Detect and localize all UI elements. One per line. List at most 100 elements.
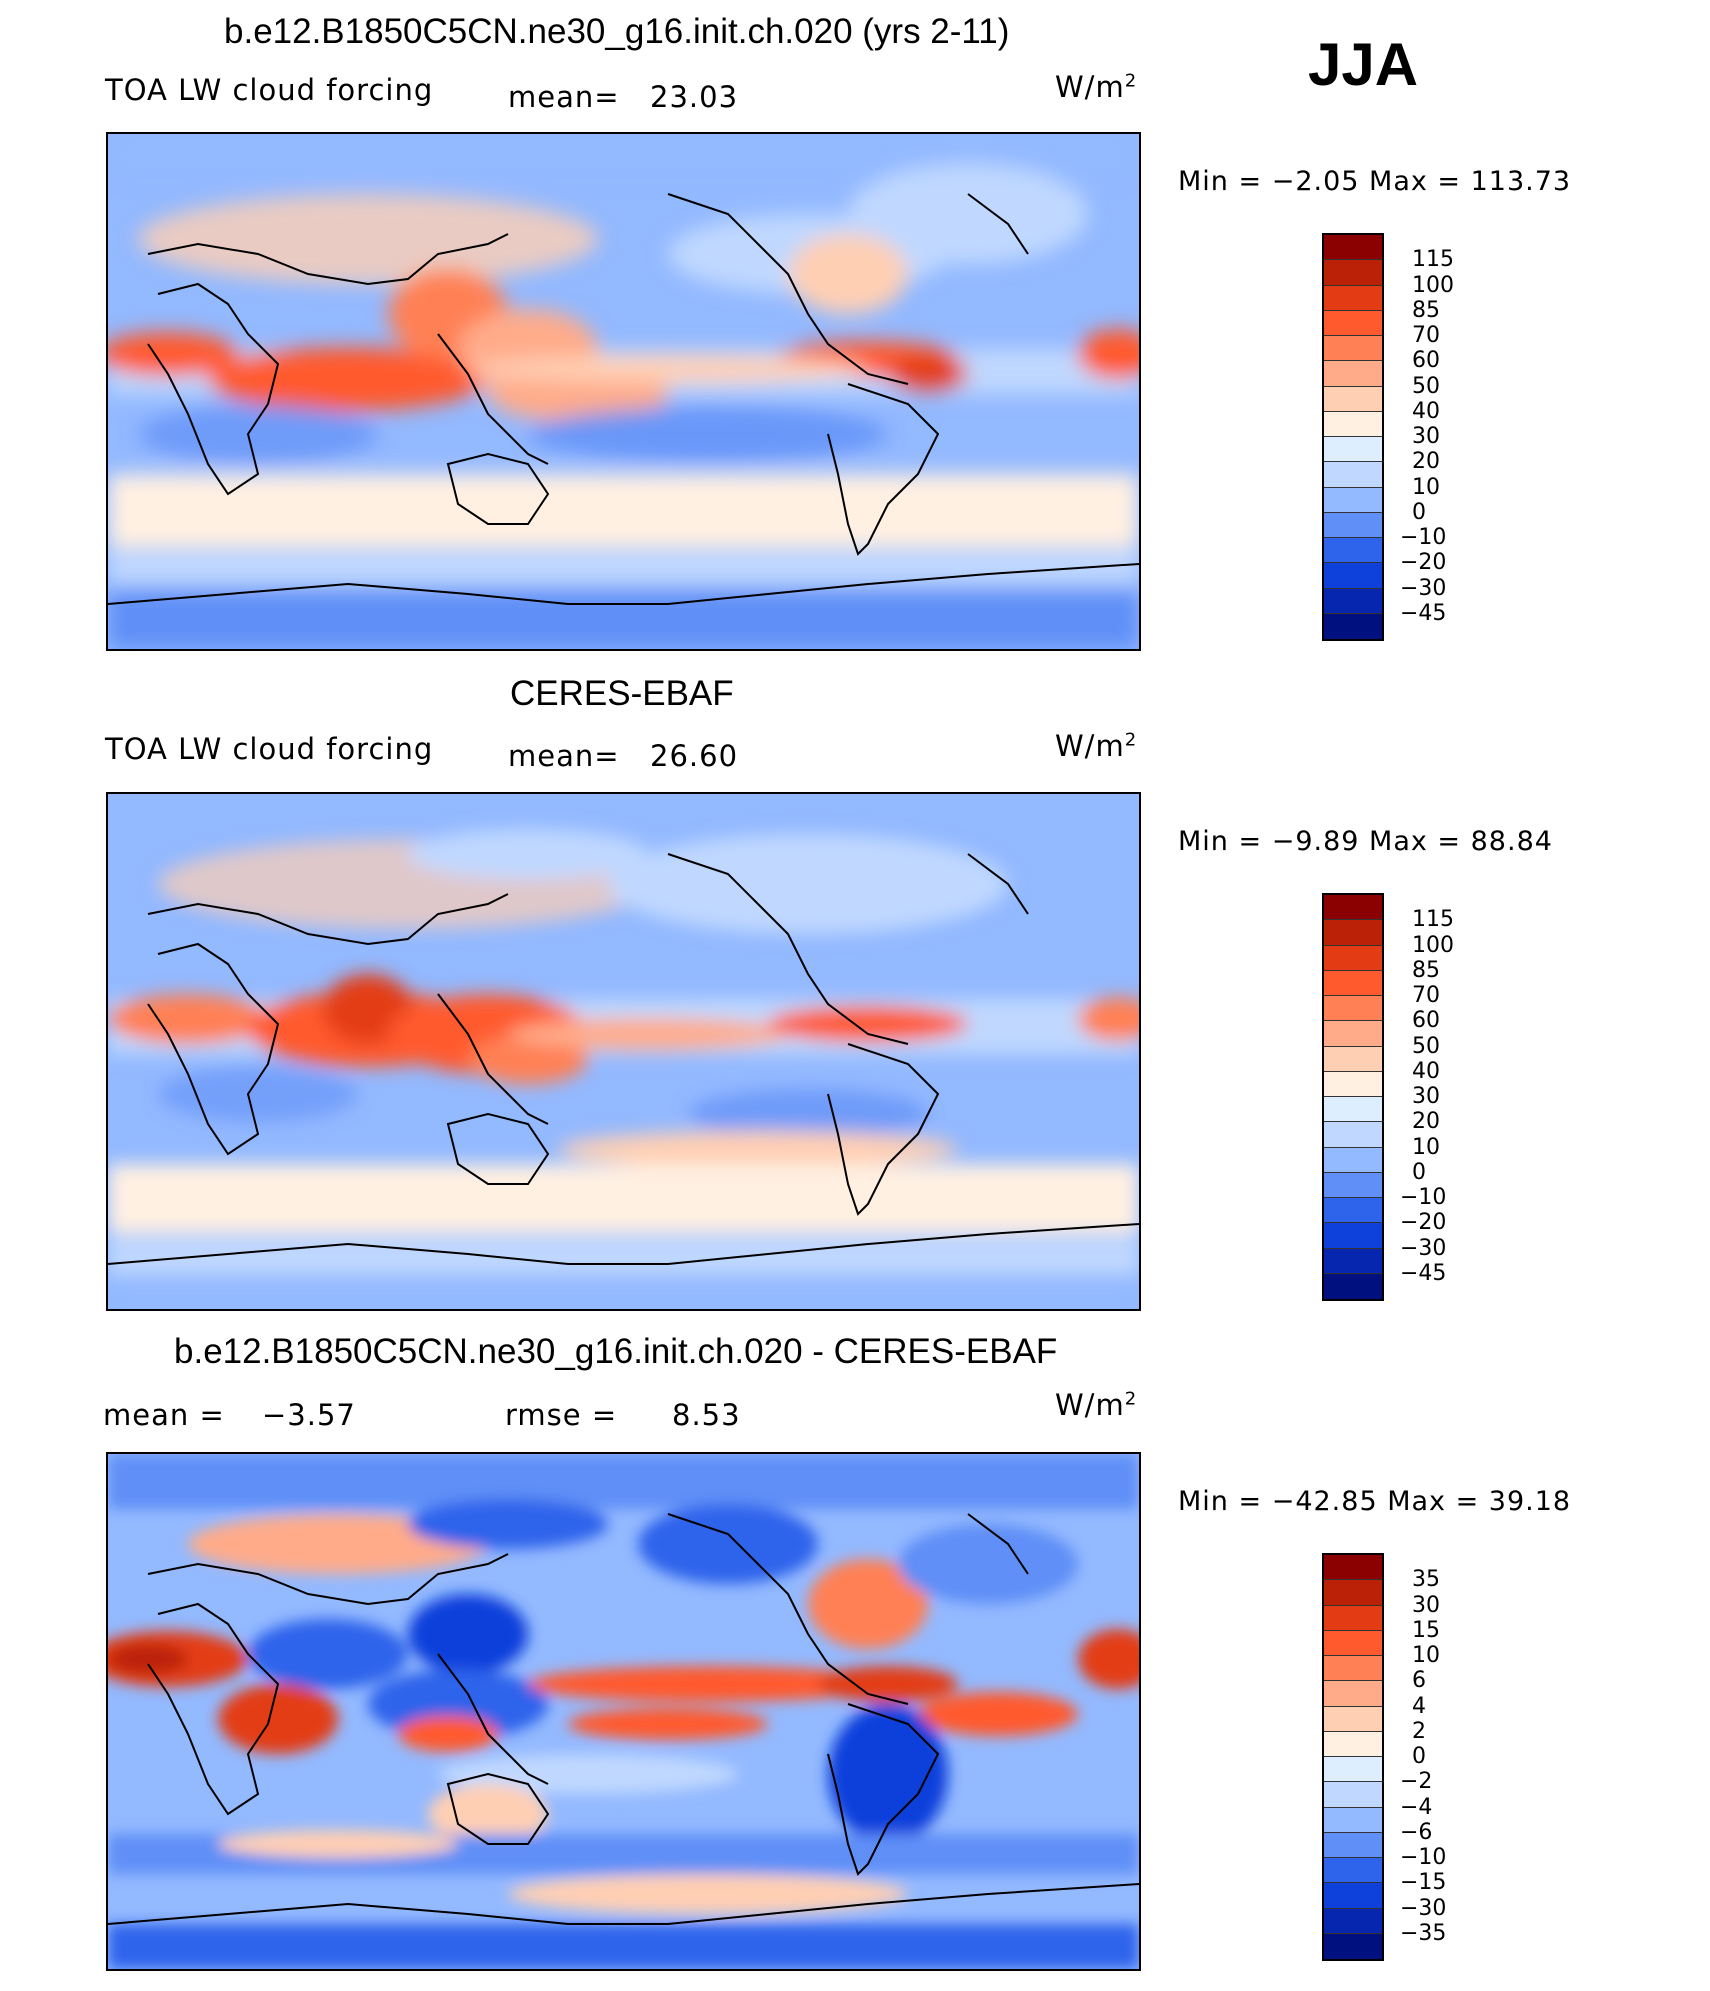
panel2-colorbar (1322, 893, 1384, 1301)
colorbar-tick-label: −30 (1400, 1235, 1447, 1261)
panel1-units: W/m2 (1055, 70, 1138, 104)
colorbar-swatch (1324, 1832, 1382, 1858)
colorbar-tick-label: −10 (1400, 1185, 1447, 1210)
panel3-rmse-value: 8.53 (672, 1398, 741, 1432)
colorbar-tick-label: 30 (1412, 1592, 1440, 1618)
colorbar-tick-label: 85 (1412, 297, 1440, 323)
colorbar-tick-label: 115 (1412, 247, 1454, 273)
colorbar-swatch (1324, 895, 1382, 921)
colorbar-tick-label: −10 (1400, 1845, 1447, 1870)
colorbar-swatch (1324, 1731, 1382, 1757)
colorbar-swatch (1324, 1807, 1382, 1833)
colorbar-swatch (1324, 361, 1382, 387)
colorbar-swatch (1324, 1555, 1382, 1581)
colorbar-tick-label: −4 (1400, 1794, 1433, 1820)
panel3-mean-value: −3.57 (262, 1398, 356, 1432)
colorbar-swatch (1324, 411, 1382, 437)
colorbar-swatch (1324, 1933, 1382, 1959)
colorbar-swatch (1324, 1782, 1382, 1808)
colorbar-tick-label: 40 (1412, 398, 1440, 424)
colorbar-tick-label: 60 (1412, 1008, 1440, 1034)
colorbar-swatch (1324, 1021, 1382, 1047)
panel3-title: b.e12.B1850C5CN.ne30_g16.init.ch.020 - C… (174, 1332, 1058, 1371)
colorbar-swatch (1324, 1071, 1382, 1097)
colorbar-tick-label: 15 (1412, 1617, 1440, 1643)
colorbar-swatch (1324, 538, 1382, 564)
colorbar-swatch (1324, 487, 1382, 513)
colorbar-tick-label: −20 (1400, 550, 1447, 576)
colorbar-tick-label: −45 (1400, 1260, 1447, 1286)
panel1-minmax: Min = −2.05 Max = 113.73 (1178, 166, 1572, 197)
colorbar-swatch (1324, 1248, 1382, 1274)
colorbar-tick-label: 4 (1412, 1693, 1426, 1719)
panel2-mean-label: mean= (508, 739, 620, 773)
colorbar-tick-label: 85 (1412, 957, 1440, 983)
colorbar-tick-label: 30 (1412, 1084, 1440, 1109)
panel1-colorbar (1322, 233, 1384, 641)
colorbar-tick-label: 2 (1412, 1718, 1426, 1744)
panel2-mean-value: 26.60 (650, 739, 739, 773)
panel2-variable-label: TOA LW cloud forcing (105, 732, 434, 766)
panel2-units: W/m2 (1055, 729, 1138, 763)
panel1-mean-label: mean= (508, 80, 620, 114)
colorbar-swatch (1324, 1630, 1382, 1656)
colorbar-tick-label: 0 (1412, 1744, 1426, 1769)
colorbar-tick-label: −30 (1400, 575, 1447, 601)
panel3-mean-label: mean = (103, 1398, 225, 1432)
colorbar-swatch (1324, 1046, 1382, 1072)
colorbar-swatch (1324, 920, 1382, 946)
panel1-title: b.e12.B1850C5CN.ne30_g16.init.ch.020 (yr… (224, 12, 1010, 51)
colorbar-swatch (1324, 235, 1382, 261)
colorbar-tick-label: −6 (1400, 1819, 1433, 1845)
panel1-variable-label: TOA LW cloud forcing (105, 73, 434, 107)
colorbar-tick-label: 70 (1412, 323, 1440, 348)
panel3-map-field (108, 1454, 1139, 1969)
colorbar-swatch (1324, 1757, 1382, 1783)
colorbar-tick-label: −30 (1400, 1895, 1447, 1921)
colorbar-swatch (1324, 1273, 1382, 1299)
panel3-rmse-label: rmse = (505, 1398, 618, 1432)
colorbar-swatch (1324, 437, 1382, 463)
colorbar-tick-label: −10 (1400, 525, 1447, 550)
colorbar-tick-label: −35 (1400, 1920, 1447, 1946)
colorbar-swatch (1324, 1198, 1382, 1224)
colorbar-swatch (1324, 1681, 1382, 1707)
colorbar-tick-label: −15 (1400, 1870, 1447, 1896)
panel3-map (106, 1452, 1141, 1971)
colorbar-tick-label: 20 (1412, 1109, 1440, 1135)
colorbar-tick-label: 10 (1412, 1134, 1440, 1160)
panel3-minmax: Min = −42.85 Max = 39.18 (1178, 1486, 1572, 1517)
panel1-map (106, 132, 1141, 651)
colorbar-tick-label: 100 (1412, 272, 1454, 298)
colorbar-tick-label: 60 (1412, 348, 1440, 374)
colorbar-swatch (1324, 1858, 1382, 1884)
colorbar-tick-label: 40 (1412, 1058, 1440, 1084)
season-label: JJA (1308, 31, 1419, 98)
colorbar-tick-label: 50 (1412, 1033, 1440, 1059)
panel1-map-field (108, 134, 1139, 649)
colorbar-tick-label: 50 (1412, 373, 1440, 399)
colorbar-tick-label: −20 (1400, 1210, 1447, 1236)
colorbar-swatch (1324, 1580, 1382, 1606)
colorbar-tick-label: −2 (1400, 1769, 1433, 1795)
colorbar-tick-label: 0 (1412, 499, 1426, 525)
colorbar-swatch (1324, 588, 1382, 614)
colorbar-swatch (1324, 945, 1382, 971)
colorbar-swatch (1324, 1883, 1382, 1909)
colorbar-swatch (1324, 1122, 1382, 1148)
colorbar-swatch (1324, 310, 1382, 336)
colorbar-tick-label: 70 (1412, 983, 1440, 1008)
colorbar-tick-label: 100 (1412, 932, 1454, 958)
colorbar-swatch (1324, 512, 1382, 538)
colorbar-swatch (1324, 1223, 1382, 1249)
panel2-map-field (108, 794, 1139, 1309)
colorbar-swatch (1324, 336, 1382, 362)
colorbar-swatch (1324, 563, 1382, 589)
colorbar-swatch (1324, 970, 1382, 996)
colorbar-swatch (1324, 462, 1382, 488)
colorbar-swatch (1324, 386, 1382, 412)
colorbar-tick-label: 115 (1412, 907, 1454, 933)
colorbar-tick-label: 20 (1412, 449, 1440, 475)
panel2-map (106, 792, 1141, 1311)
colorbar-swatch (1324, 285, 1382, 311)
